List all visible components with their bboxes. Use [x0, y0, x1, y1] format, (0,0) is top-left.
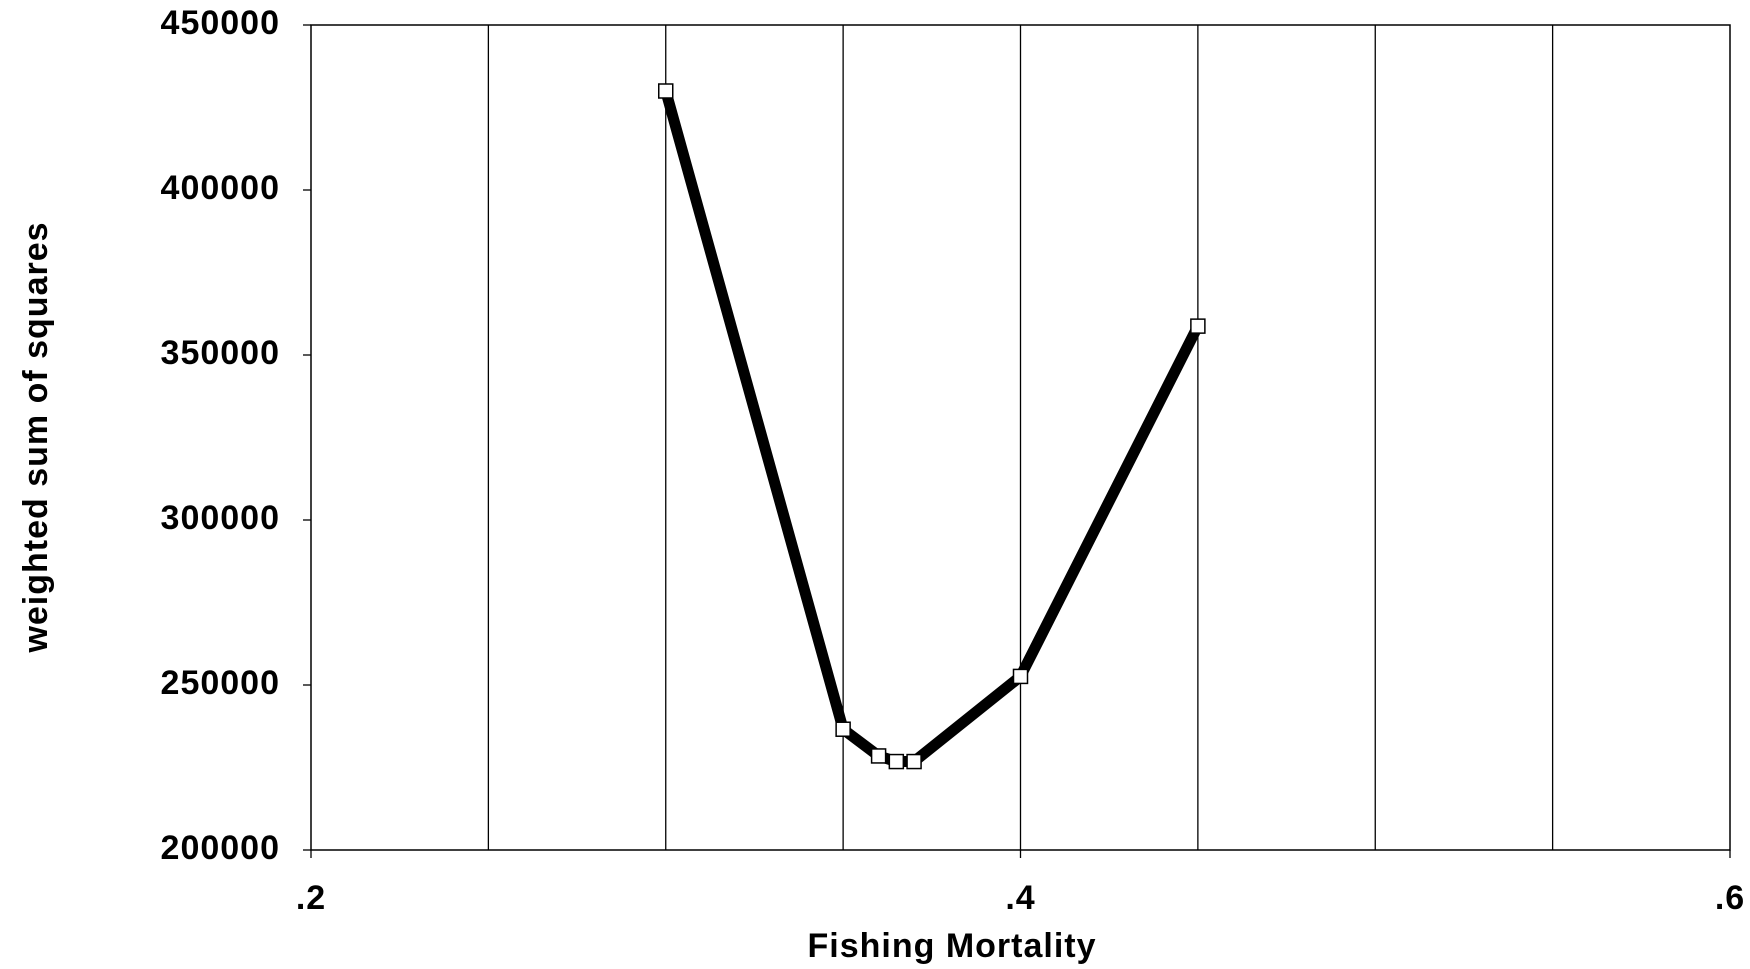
data-marker: [888, 753, 905, 770]
y-tick-label: 450000: [161, 4, 280, 42]
y-tick-label: 250000: [161, 664, 280, 702]
x-tick-label: .2: [296, 879, 326, 917]
y-tick-label: 350000: [161, 334, 280, 372]
data-marker: [906, 753, 922, 770]
data-line: [660, 89, 1203, 768]
data-marker: [1190, 318, 1206, 334]
y-axis-title: weighted sum of squares: [17, 221, 55, 653]
y-tick-label: 200000: [161, 829, 280, 867]
data-marker: [835, 721, 851, 737]
x-tick-label: .6: [1715, 879, 1745, 917]
x-axis-title: Fishing Mortality: [808, 927, 1097, 965]
data-marker: [658, 83, 674, 99]
x-tick-label: .4: [1005, 879, 1035, 917]
data-marker: [1012, 668, 1029, 685]
y-tick-label: 400000: [161, 169, 280, 207]
y-tick-label: 300000: [161, 499, 280, 537]
data-marker: [870, 748, 887, 764]
